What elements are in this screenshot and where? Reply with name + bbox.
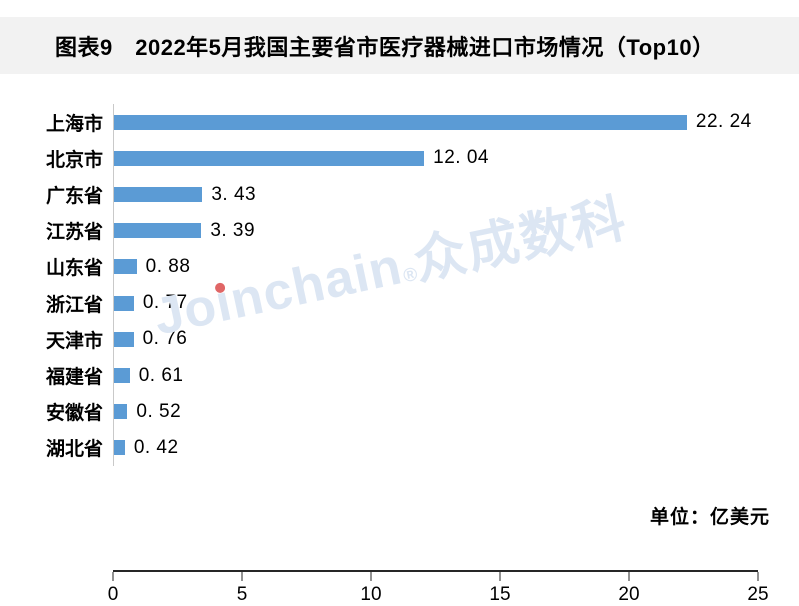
- chart-row: 福建省 0. 61: [46, 357, 758, 393]
- bar-value-label: 0. 61: [138, 364, 184, 386]
- x-axis-tick: [499, 572, 501, 581]
- x-axis-tick-label: 10: [360, 584, 382, 605]
- x-axis-tick-label: 20: [618, 584, 640, 605]
- category-label: 安徽省: [45, 403, 103, 425]
- bar-value-label: 0. 52: [136, 400, 182, 422]
- chart-row: 北京市 12. 04: [46, 140, 758, 176]
- bar-value-label: 0. 88: [145, 255, 191, 277]
- chart-row: 广东省 3. 43: [46, 176, 758, 212]
- category-label: 浙江省: [45, 294, 103, 316]
- x-axis-tick-label: 25: [747, 584, 769, 605]
- chart-row: 天津市 0. 76: [46, 321, 758, 357]
- x-axis-tick: [370, 572, 372, 581]
- x-axis-tick-label: 0: [107, 584, 119, 605]
- title-band: 图表9 2022年5月我国主要省市医疗器械进口市场情况（Top10）: [0, 17, 799, 74]
- chart-row: 山东省 0. 88: [46, 249, 758, 285]
- category-label: 天津市: [45, 330, 103, 352]
- x-axis-tick: [628, 572, 630, 581]
- bar-value-label: 0. 42: [133, 436, 179, 458]
- bar: [114, 223, 202, 239]
- bar: [114, 187, 203, 202]
- page-title: 图表9 2022年5月我国主要省市医疗器械进口市场情况（Top10）: [55, 34, 715, 60]
- category-label: 江苏省: [45, 222, 103, 244]
- bar-value-label: 0. 77: [142, 292, 188, 314]
- x-axis: 0 5 10 15 20 25: [108, 570, 769, 605]
- bar: [114, 259, 137, 275]
- chart-row: 上海市 22. 24: [46, 104, 758, 140]
- chart-row: 湖北省 0. 42: [46, 430, 758, 466]
- bar-value-label: 3. 43: [211, 183, 257, 205]
- category-label: 上海市: [45, 113, 103, 135]
- bar: [114, 114, 687, 130]
- bar-rows: 上海市 22. 24 北京市 12. 04 广东省 3. 43 江苏省 3. 3…: [46, 104, 758, 466]
- bar: [114, 404, 128, 420]
- category-label: 山东省: [45, 258, 103, 280]
- chart-row: 江苏省 3. 39: [46, 213, 758, 249]
- bar: [114, 295, 134, 311]
- category-label: 北京市: [45, 149, 103, 171]
- bar-value-label: 3. 39: [210, 219, 256, 241]
- x-axis-tick: [757, 572, 759, 581]
- bar: [114, 150, 425, 166]
- bar: [114, 368, 130, 384]
- x-axis-tick: [241, 572, 243, 581]
- x-axis-tick-label: 15: [489, 584, 511, 605]
- x-axis-tick: [112, 572, 114, 581]
- category-label: 湖北省: [45, 439, 103, 461]
- bar-value-label: 22. 24: [695, 111, 752, 133]
- bar: [114, 440, 125, 456]
- plot-area: 上海市 22. 24 北京市 12. 04 广东省 3. 43 江苏省 3. 3…: [46, 104, 758, 466]
- category-label: 福建省: [45, 367, 103, 389]
- chart-row: 浙江省 0. 77: [46, 285, 758, 321]
- unit-label: 单位：亿美元: [649, 507, 770, 528]
- bar-value-label: 12. 04: [433, 147, 489, 169]
- bar-value-label: 0. 76: [142, 328, 188, 350]
- chart-area: 上海市 22. 24 北京市 12. 04 广东省 3. 43 江苏省 3. 3…: [0, 104, 799, 605]
- bar: [114, 331, 134, 347]
- chart-row: 安徽省 0. 52: [46, 394, 758, 430]
- x-axis-tick-label: 5: [236, 584, 248, 605]
- category-label: 广东省: [45, 186, 103, 207]
